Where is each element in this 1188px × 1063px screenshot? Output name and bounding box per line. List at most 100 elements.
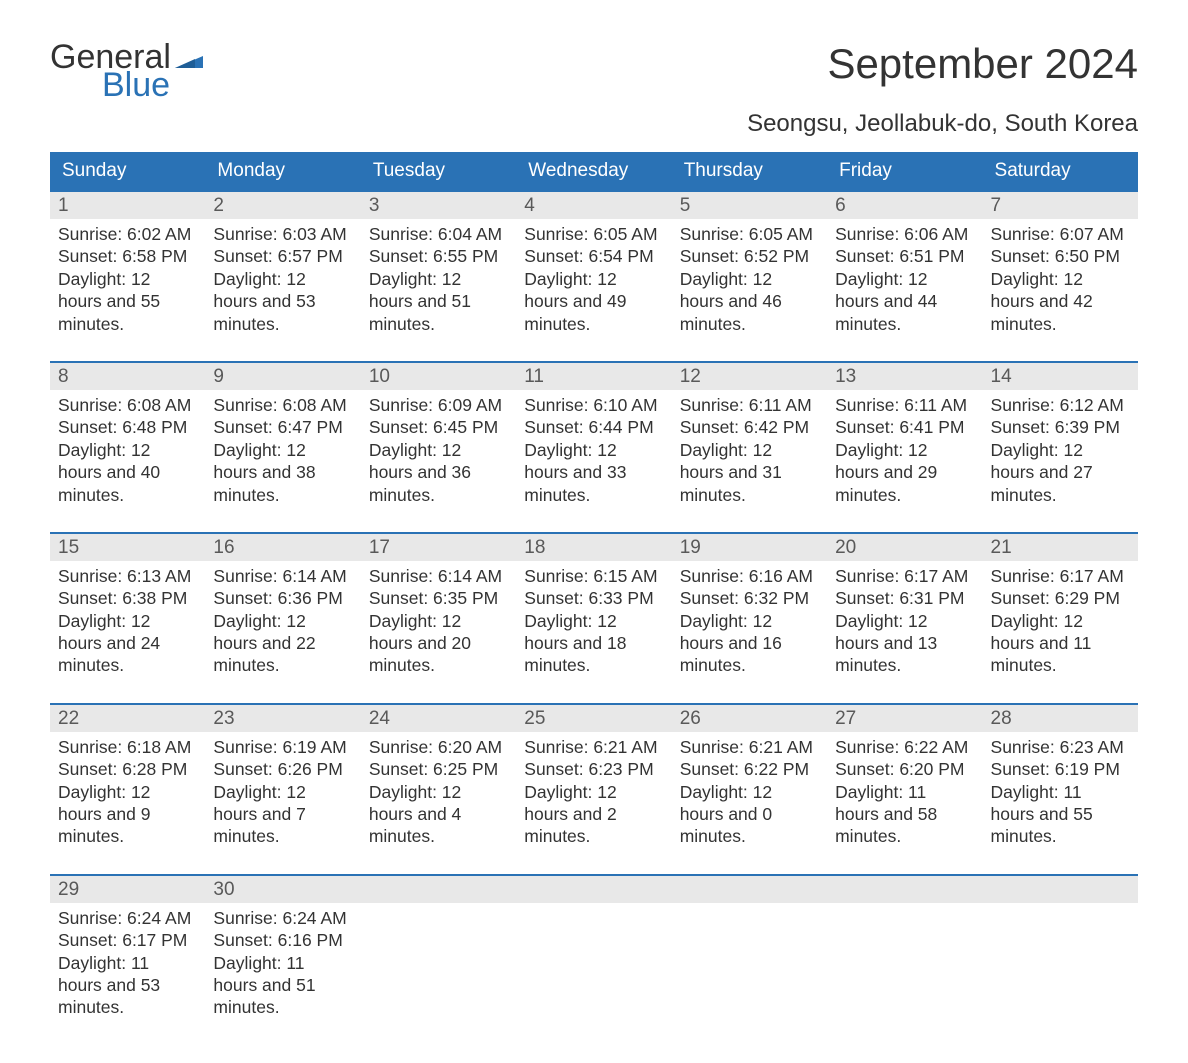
day-number: 20 <box>827 534 982 561</box>
calendar-empty-cell: . <box>672 876 827 1023</box>
day-body <box>983 903 1138 973</box>
sunset-line: Sunset: 6:47 PM <box>213 416 352 438</box>
calendar-day-cell: 16Sunrise: 6:14 AMSunset: 6:36 PMDayligh… <box>205 534 360 681</box>
calendar-day-cell: 21Sunrise: 6:17 AMSunset: 6:29 PMDayligh… <box>983 534 1138 681</box>
sunrise-line: Sunrise: 6:03 AM <box>213 223 352 245</box>
sunrise-line: Sunrise: 6:21 AM <box>524 736 663 758</box>
sunrise-line: Sunrise: 6:22 AM <box>835 736 974 758</box>
day-body: Sunrise: 6:23 AMSunset: 6:19 PMDaylight:… <box>983 732 1138 852</box>
sunset-line: Sunset: 6:44 PM <box>524 416 663 438</box>
sunrise-line: Sunrise: 6:11 AM <box>680 394 819 416</box>
sunrise-line: Sunrise: 6:09 AM <box>369 394 508 416</box>
daylight-line: Daylight: 11 hours and 55 minutes. <box>991 781 1130 848</box>
calendar-empty-cell: . <box>983 876 1138 1023</box>
day-number: 2 <box>205 192 360 219</box>
day-body: Sunrise: 6:11 AMSunset: 6:41 PMDaylight:… <box>827 390 982 510</box>
daylight-line: Daylight: 11 hours and 58 minutes. <box>835 781 974 848</box>
day-body: Sunrise: 6:10 AMSunset: 6:44 PMDaylight:… <box>516 390 671 510</box>
calendar-day-cell: 13Sunrise: 6:11 AMSunset: 6:41 PMDayligh… <box>827 363 982 510</box>
day-body: Sunrise: 6:24 AMSunset: 6:17 PMDaylight:… <box>50 903 205 1023</box>
weekday-header-cell: Monday <box>205 152 360 190</box>
calendar-week: 1Sunrise: 6:02 AMSunset: 6:58 PMDaylight… <box>50 190 1138 339</box>
day-number: . <box>983 876 1138 903</box>
sunrise-line: Sunrise: 6:12 AM <box>991 394 1130 416</box>
day-body: Sunrise: 6:19 AMSunset: 6:26 PMDaylight:… <box>205 732 360 852</box>
sunset-line: Sunset: 6:52 PM <box>680 245 819 267</box>
day-body: Sunrise: 6:05 AMSunset: 6:52 PMDaylight:… <box>672 219 827 339</box>
daylight-line: Daylight: 12 hours and 9 minutes. <box>58 781 197 848</box>
calendar-day-cell: 9Sunrise: 6:08 AMSunset: 6:47 PMDaylight… <box>205 363 360 510</box>
calendar-day-cell: 14Sunrise: 6:12 AMSunset: 6:39 PMDayligh… <box>983 363 1138 510</box>
daylight-line: Daylight: 12 hours and 38 minutes. <box>213 439 352 506</box>
daylight-line: Daylight: 12 hours and 13 minutes. <box>835 610 974 677</box>
day-number: . <box>516 876 671 903</box>
calendar-day-cell: 6Sunrise: 6:06 AMSunset: 6:51 PMDaylight… <box>827 192 982 339</box>
sunset-line: Sunset: 6:58 PM <box>58 245 197 267</box>
daylight-line: Daylight: 12 hours and 22 minutes. <box>213 610 352 677</box>
day-body: Sunrise: 6:06 AMSunset: 6:51 PMDaylight:… <box>827 219 982 339</box>
day-number: 7 <box>983 192 1138 219</box>
sunset-line: Sunset: 6:16 PM <box>213 929 352 951</box>
sunset-line: Sunset: 6:38 PM <box>58 587 197 609</box>
day-body: Sunrise: 6:21 AMSunset: 6:22 PMDaylight:… <box>672 732 827 852</box>
day-body: Sunrise: 6:13 AMSunset: 6:38 PMDaylight:… <box>50 561 205 681</box>
day-body: Sunrise: 6:17 AMSunset: 6:31 PMDaylight:… <box>827 561 982 681</box>
sunset-line: Sunset: 6:32 PM <box>680 587 819 609</box>
sunset-line: Sunset: 6:31 PM <box>835 587 974 609</box>
sunrise-line: Sunrise: 6:14 AM <box>369 565 508 587</box>
sunset-line: Sunset: 6:29 PM <box>991 587 1130 609</box>
sunset-line: Sunset: 6:17 PM <box>58 929 197 951</box>
sunrise-line: Sunrise: 6:17 AM <box>991 565 1130 587</box>
day-body: Sunrise: 6:18 AMSunset: 6:28 PMDaylight:… <box>50 732 205 852</box>
sunset-line: Sunset: 6:25 PM <box>369 758 508 780</box>
sunset-line: Sunset: 6:28 PM <box>58 758 197 780</box>
sunset-line: Sunset: 6:33 PM <box>524 587 663 609</box>
calendar-day-cell: 18Sunrise: 6:15 AMSunset: 6:33 PMDayligh… <box>516 534 671 681</box>
day-body: Sunrise: 6:21 AMSunset: 6:23 PMDaylight:… <box>516 732 671 852</box>
sunrise-line: Sunrise: 6:13 AM <box>58 565 197 587</box>
day-body <box>672 903 827 973</box>
sunrise-line: Sunrise: 6:15 AM <box>524 565 663 587</box>
sunset-line: Sunset: 6:20 PM <box>835 758 974 780</box>
sunrise-line: Sunrise: 6:20 AM <box>369 736 508 758</box>
weekday-header-row: SundayMondayTuesdayWednesdayThursdayFrid… <box>50 152 1138 190</box>
day-body: Sunrise: 6:14 AMSunset: 6:35 PMDaylight:… <box>361 561 516 681</box>
calendar-day-cell: 12Sunrise: 6:11 AMSunset: 6:42 PMDayligh… <box>672 363 827 510</box>
calendar-day-cell: 8Sunrise: 6:08 AMSunset: 6:48 PMDaylight… <box>50 363 205 510</box>
daylight-line: Daylight: 12 hours and 18 minutes. <box>524 610 663 677</box>
daylight-line: Daylight: 12 hours and 0 minutes. <box>680 781 819 848</box>
day-body: Sunrise: 6:22 AMSunset: 6:20 PMDaylight:… <box>827 732 982 852</box>
location-subtitle: Seongsu, Jeollabuk-do, South Korea <box>50 110 1138 138</box>
daylight-line: Daylight: 12 hours and 46 minutes. <box>680 268 819 335</box>
day-body: Sunrise: 6:08 AMSunset: 6:47 PMDaylight:… <box>205 390 360 510</box>
calendar-day-cell: 11Sunrise: 6:10 AMSunset: 6:44 PMDayligh… <box>516 363 671 510</box>
sunset-line: Sunset: 6:35 PM <box>369 587 508 609</box>
day-body: Sunrise: 6:09 AMSunset: 6:45 PMDaylight:… <box>361 390 516 510</box>
sunrise-line: Sunrise: 6:08 AM <box>213 394 352 416</box>
day-number: 23 <box>205 705 360 732</box>
sunset-line: Sunset: 6:41 PM <box>835 416 974 438</box>
day-body: Sunrise: 6:15 AMSunset: 6:33 PMDaylight:… <box>516 561 671 681</box>
day-number: 28 <box>983 705 1138 732</box>
daylight-line: Daylight: 11 hours and 51 minutes. <box>213 952 352 1019</box>
sunset-line: Sunset: 6:45 PM <box>369 416 508 438</box>
calendar-week: 15Sunrise: 6:13 AMSunset: 6:38 PMDayligh… <box>50 532 1138 681</box>
sunrise-line: Sunrise: 6:07 AM <box>991 223 1130 245</box>
calendar-day-cell: 27Sunrise: 6:22 AMSunset: 6:20 PMDayligh… <box>827 705 982 852</box>
day-number: 6 <box>827 192 982 219</box>
sunrise-line: Sunrise: 6:19 AM <box>213 736 352 758</box>
daylight-line: Daylight: 12 hours and 49 minutes. <box>524 268 663 335</box>
day-number: 21 <box>983 534 1138 561</box>
daylight-line: Daylight: 12 hours and 27 minutes. <box>991 439 1130 506</box>
day-number: 22 <box>50 705 205 732</box>
sunrise-line: Sunrise: 6:14 AM <box>213 565 352 587</box>
weekday-header-cell: Friday <box>827 152 982 190</box>
daylight-line: Daylight: 12 hours and 7 minutes. <box>213 781 352 848</box>
daylight-line: Daylight: 12 hours and 29 minutes. <box>835 439 974 506</box>
sunset-line: Sunset: 6:48 PM <box>58 416 197 438</box>
sunset-line: Sunset: 6:23 PM <box>524 758 663 780</box>
daylight-line: Daylight: 12 hours and 36 minutes. <box>369 439 508 506</box>
calendar-day-cell: 29Sunrise: 6:24 AMSunset: 6:17 PMDayligh… <box>50 876 205 1023</box>
day-number: 26 <box>672 705 827 732</box>
sunrise-line: Sunrise: 6:06 AM <box>835 223 974 245</box>
